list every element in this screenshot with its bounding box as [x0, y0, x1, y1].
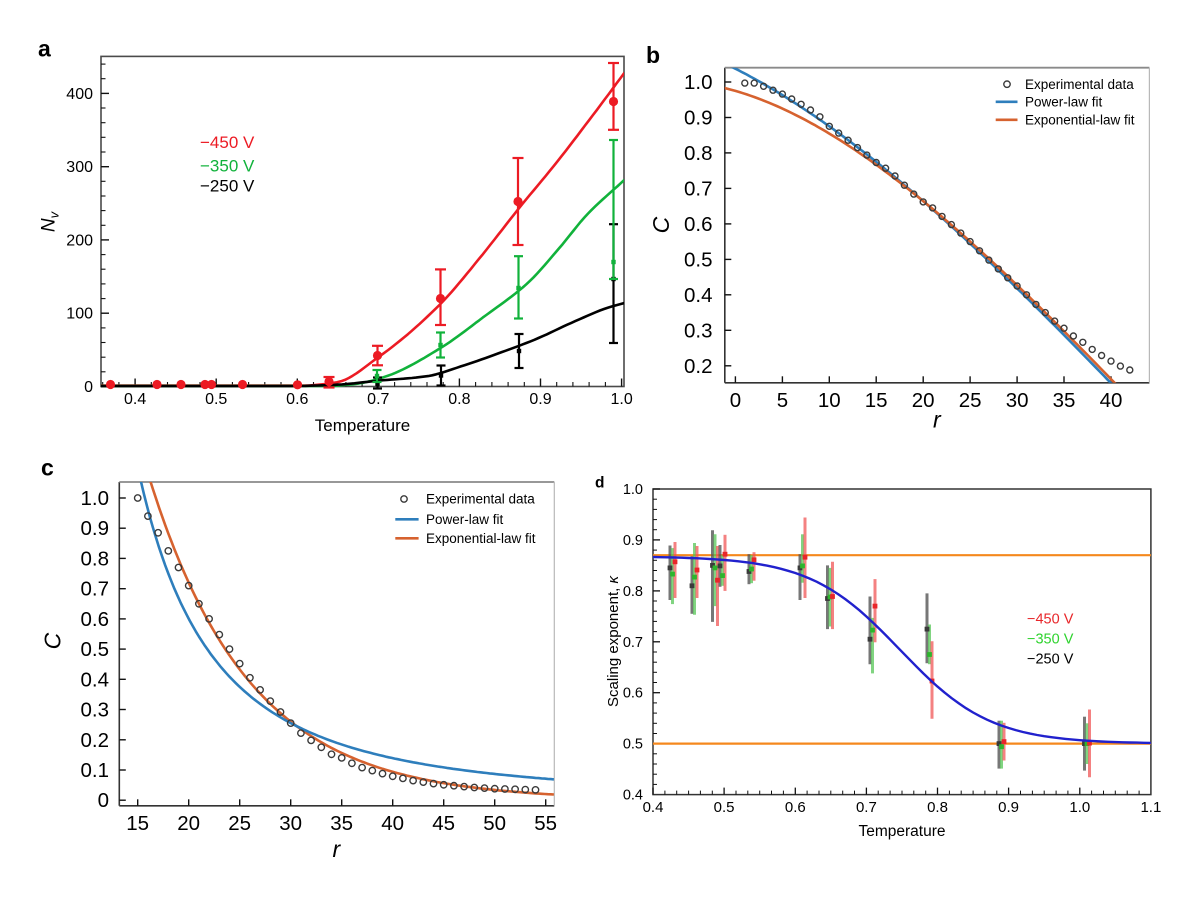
- svg-text:5: 5: [777, 389, 788, 412]
- svg-text:0.2: 0.2: [684, 355, 713, 378]
- svg-text:400: 400: [66, 86, 93, 103]
- svg-text:0.6: 0.6: [286, 391, 308, 408]
- svg-text:1.0: 1.0: [81, 487, 110, 510]
- svg-text:0.7: 0.7: [81, 578, 110, 601]
- svg-text:25: 25: [959, 389, 982, 412]
- svg-text:−450 V: −450 V: [1027, 612, 1074, 628]
- svg-text:0.5: 0.5: [714, 799, 735, 816]
- svg-text:−350 V: −350 V: [200, 157, 255, 176]
- svg-text:0.6: 0.6: [81, 608, 110, 631]
- svg-text:0.6: 0.6: [684, 213, 713, 236]
- svg-text:100: 100: [66, 306, 93, 323]
- svg-text:1.0: 1.0: [623, 482, 643, 498]
- svg-text:1.0: 1.0: [610, 391, 632, 408]
- svg-text:40: 40: [381, 812, 404, 835]
- svg-text:0.4: 0.4: [623, 788, 643, 804]
- svg-text:50: 50: [483, 812, 506, 835]
- svg-text:0: 0: [84, 379, 93, 396]
- svg-text:r: r: [333, 836, 342, 862]
- svg-text:0.7: 0.7: [856, 799, 877, 816]
- svg-text:Temperature: Temperature: [858, 823, 945, 840]
- svg-text:15: 15: [126, 812, 149, 835]
- svg-text:45: 45: [432, 812, 455, 835]
- svg-text:0.8: 0.8: [927, 799, 948, 816]
- svg-text:0.5: 0.5: [81, 638, 110, 661]
- svg-text:200: 200: [66, 232, 93, 249]
- svg-text:0.5: 0.5: [684, 248, 713, 271]
- svg-text:Experimental data: Experimental data: [426, 492, 535, 507]
- svg-text:−450 V: −450 V: [200, 133, 255, 152]
- svg-text:0.3: 0.3: [81, 699, 110, 722]
- svg-text:35: 35: [330, 812, 353, 835]
- svg-text:1.1: 1.1: [1140, 799, 1161, 816]
- svg-text:0.4: 0.4: [81, 668, 110, 691]
- svg-text:Power-law fit: Power-law fit: [1025, 95, 1103, 110]
- svg-text:0.9: 0.9: [684, 107, 713, 130]
- svg-text:15: 15: [865, 389, 888, 412]
- svg-text:20: 20: [912, 389, 935, 412]
- svg-text:0.7: 0.7: [367, 391, 389, 408]
- svg-text:0.3: 0.3: [684, 319, 713, 342]
- svg-text:Exponential-law fit: Exponential-law fit: [426, 531, 536, 546]
- svg-text:0: 0: [730, 389, 741, 412]
- svg-text:0.9: 0.9: [998, 799, 1019, 816]
- svg-text:Power-law fit: Power-law fit: [426, 512, 504, 527]
- svg-text:0.4: 0.4: [124, 391, 146, 408]
- svg-text:55: 55: [534, 812, 557, 835]
- svg-text:C: C: [648, 216, 674, 233]
- svg-text:C: C: [40, 632, 66, 649]
- svg-text:b: b: [646, 42, 660, 68]
- svg-text:0.9: 0.9: [529, 391, 551, 408]
- svg-text:c: c: [41, 455, 54, 481]
- svg-text:−250 V: −250 V: [1027, 652, 1074, 668]
- svg-text:−250 V: −250 V: [200, 177, 255, 196]
- svg-text:0.4: 0.4: [643, 799, 664, 816]
- svg-text:0.5: 0.5: [205, 391, 227, 408]
- svg-text:0.8: 0.8: [81, 547, 110, 570]
- svg-text:1.0: 1.0: [684, 71, 713, 94]
- svg-text:35: 35: [1053, 389, 1076, 412]
- svg-text:0.8: 0.8: [684, 142, 713, 165]
- svg-text:0.4: 0.4: [684, 284, 713, 307]
- svg-text:Experimental data: Experimental data: [1025, 77, 1134, 92]
- svg-text:0.2: 0.2: [81, 729, 110, 752]
- svg-text:Scaling exponent, κ: Scaling exponent, κ: [605, 575, 622, 707]
- svg-text:0.8: 0.8: [623, 584, 643, 600]
- svg-text:Exponential-law fit: Exponential-law fit: [1025, 113, 1135, 128]
- svg-text:0.7: 0.7: [684, 177, 713, 200]
- svg-text:d: d: [595, 475, 604, 492]
- svg-text:300: 300: [66, 159, 93, 176]
- svg-text:1.0: 1.0: [1069, 799, 1090, 816]
- svg-text:Temperature: Temperature: [315, 416, 410, 435]
- svg-text:a: a: [38, 36, 51, 62]
- svg-text:0.9: 0.9: [81, 517, 110, 540]
- svg-text:0.5: 0.5: [623, 737, 643, 753]
- svg-text:30: 30: [279, 812, 302, 835]
- svg-text:0.8: 0.8: [448, 391, 470, 408]
- svg-text:0.1: 0.1: [81, 759, 110, 782]
- svg-text:0.6: 0.6: [785, 799, 806, 816]
- svg-text:20: 20: [177, 812, 200, 835]
- svg-text:0: 0: [98, 789, 109, 812]
- svg-text:r: r: [933, 407, 942, 433]
- svg-text:0.6: 0.6: [623, 686, 643, 702]
- svg-text:40: 40: [1100, 389, 1123, 412]
- svg-text:Nv: Nv: [39, 210, 62, 232]
- svg-text:0.9: 0.9: [623, 533, 643, 549]
- svg-text:30: 30: [1006, 389, 1029, 412]
- svg-text:0.7: 0.7: [623, 635, 643, 651]
- svg-text:10: 10: [818, 389, 841, 412]
- svg-text:25: 25: [228, 812, 251, 835]
- svg-text:−350 V: −350 V: [1027, 632, 1074, 648]
